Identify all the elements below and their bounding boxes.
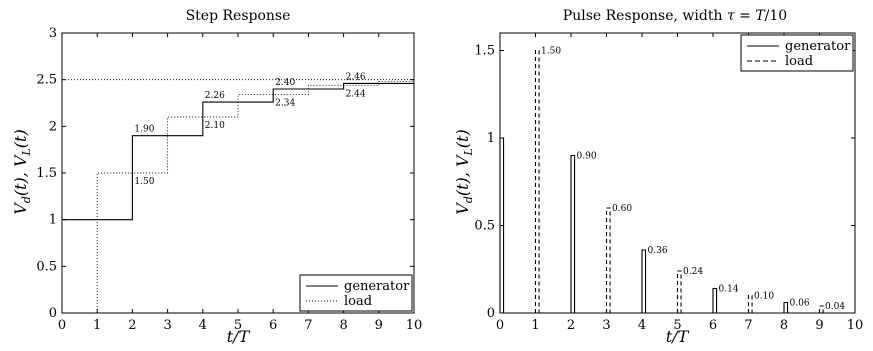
x-tick-label: 5 — [673, 318, 681, 333]
x-tick-label: 0 — [58, 318, 66, 333]
data-label: 1.50 — [134, 177, 154, 187]
step-data-layer: 1.90 1.50 2.26 2.10 2.40 2.34 2.46 2.44 — [62, 72, 414, 313]
x-tick-label: 10 — [406, 318, 423, 333]
x-tick-label: 1 — [531, 318, 539, 333]
y-tick-label: 2.5 — [36, 73, 57, 88]
data-label: 2.46 — [346, 72, 366, 82]
series-line-load — [96, 81, 414, 313]
legend-box — [740, 34, 854, 72]
pulse-bar-load — [605, 207, 611, 313]
x-tick-label: 2 — [128, 318, 136, 333]
x-tick-label: 4 — [638, 318, 646, 333]
x-tick-label: 3 — [163, 318, 171, 333]
data-label: 0.14 — [719, 285, 739, 295]
legend-label-generator: generator — [344, 279, 410, 294]
data-label: 1.90 — [134, 125, 154, 135]
svg-text:Vd(t), VL(t): Vd(t), VL(t) — [453, 129, 475, 214]
x-tick-label: 10 — [847, 318, 864, 333]
pulse-response-plot: Pulse Response, width τ = T/10 Vd(t), VL… — [453, 8, 863, 346]
pulse-y-label: Vd(t), VL(t) — [453, 129, 475, 214]
x-tick-label: 9 — [815, 318, 823, 333]
pulse-title: Pulse Response, width τ = T/10 — [563, 8, 787, 24]
x-tick-label: 9 — [375, 318, 383, 333]
y-tick-label: 1 — [49, 213, 57, 228]
x-tick-label: 5 — [234, 318, 242, 333]
x-tick-label: 0 — [496, 318, 504, 333]
pulse-bar-generator — [712, 287, 718, 313]
legend-label-generator: generator — [785, 39, 851, 54]
data-label: 0.10 — [754, 292, 774, 302]
x-tick-label: 3 — [602, 318, 610, 333]
x-tick-label: 8 — [339, 318, 347, 333]
pulse-x-label: t/T — [666, 327, 690, 346]
pulse-axes: 0 1 2 3 4 5 6 7 8 9 10 0 0.5 1 1.5 — [474, 32, 864, 333]
pulse-bar-load — [676, 270, 682, 313]
pulse-bar-generator — [641, 249, 647, 313]
y-tick-label: 0.5 — [36, 259, 57, 274]
step-title: Step Response — [186, 8, 291, 24]
data-label: 1.50 — [541, 47, 561, 57]
x-tick-label: 1 — [93, 318, 101, 333]
pulse-bar-load — [747, 294, 753, 313]
x-tick-label: 8 — [780, 318, 788, 333]
pulse-bar-load — [818, 305, 824, 313]
y-tick-label: 1.5 — [474, 44, 495, 59]
legend-label-load: load — [785, 54, 813, 69]
y-tick-label: 1.5 — [36, 166, 57, 181]
x-tick-label: 6 — [709, 318, 717, 333]
x-tick-label: 2 — [567, 318, 575, 333]
x-tick-label: 7 — [304, 318, 312, 333]
step-y-label: Vd(t), VL(t) — [11, 129, 33, 214]
data-label: 2.26 — [205, 91, 225, 101]
data-label: 0.24 — [683, 267, 703, 277]
legend-label-load: load — [344, 294, 372, 309]
x-tick-label: 7 — [744, 318, 752, 333]
y-tick-label: 0.5 — [474, 219, 495, 234]
pulse-bar-generator — [783, 301, 789, 313]
svg-text:Vd(t), VL(t): Vd(t), VL(t) — [11, 129, 33, 214]
y-tick-label: 0 — [487, 306, 495, 321]
pulse-bar-generator — [570, 154, 576, 313]
step-axes: 0 1 2 3 4 5 6 7 8 9 10 0 0.5 1 1.5 2 2.5 3 — [36, 26, 422, 333]
data-label: 0.60 — [612, 204, 632, 214]
series-line-generator — [62, 82, 414, 221]
data-label: 0.06 — [790, 299, 810, 309]
data-label: 0.36 — [648, 246, 668, 256]
x-tick-label: 6 — [269, 318, 277, 333]
step-x-label: t/T — [227, 327, 251, 346]
legend-box — [299, 274, 413, 312]
data-label: 0.90 — [577, 152, 597, 162]
pulse-data-layer: 1.50 0.90 0.60 0.36 0.24 0.14 0.10 0.06 0.04 — [499, 47, 845, 313]
y-tick-label: 0 — [49, 306, 57, 321]
y-tick-label: 2 — [49, 119, 57, 134]
step-response-plot: Step Response Vd(t), VL(t) t/T 1.901.502… — [11, 8, 422, 346]
data-label: 2.34 — [275, 99, 295, 109]
x-tick-label: 4 — [199, 318, 207, 333]
y-tick-label: 1 — [487, 131, 495, 146]
pulse-bar-load — [534, 49, 540, 313]
data-label: 0.04 — [825, 302, 845, 312]
y-tick-label: 3 — [49, 26, 57, 41]
data-label: 2.44 — [346, 89, 366, 99]
data-label: 2.40 — [275, 78, 295, 88]
data-label: 2.10 — [205, 121, 225, 131]
